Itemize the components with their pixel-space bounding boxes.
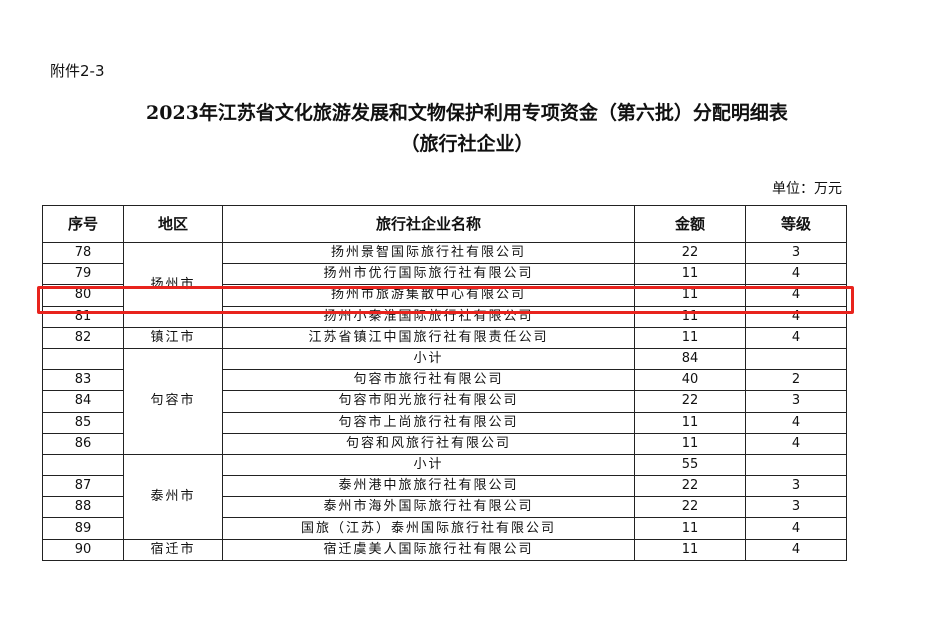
cell-grade: 3 (745, 390, 847, 413)
cell-grade: 4 (745, 432, 847, 455)
allocation-table: 序号 地区 旅行社企业名称 金额 等级 78 扬州市 扬州景智国际旅行社有限公司 22… (42, 205, 847, 561)
cell-amount: 11 (634, 411, 746, 434)
cell-grade (745, 453, 847, 477)
header-grade: 等级 (745, 205, 847, 243)
table-row: 83 句容市旅行社有限公司 40 2 (42, 369, 847, 392)
cell-company-name: 句容市上尚旅行社有限公司 (222, 411, 635, 434)
cell-company-name: 泰州市海外国际旅行社有限公司 (222, 496, 635, 519)
row-highlight-box (37, 286, 854, 314)
cell-amount: 55 (634, 453, 746, 477)
cell-grade: 4 (745, 326, 847, 349)
cell-no (42, 347, 124, 371)
cell-grade: 3 (745, 475, 847, 498)
cell-amount: 22 (634, 475, 746, 498)
cell-region: 宿迁市 (123, 538, 223, 561)
header-amount: 金额 (634, 205, 746, 243)
subtotal-row: 句容市 小计 84 (42, 347, 847, 455)
cell-amount: 40 (634, 369, 746, 392)
cell-company-name: 小计 (222, 347, 635, 371)
table-row: 78 扬州市 扬州景智国际旅行社有限公司 22 3 (42, 241, 847, 328)
header-name: 旅行社企业名称 (222, 205, 635, 243)
cell-company-name: 扬州景智国际旅行社有限公司 (222, 241, 635, 265)
document-subtitle: （旅行社企业） (400, 133, 534, 155)
attachment-label: 附件2-3 (50, 62, 105, 80)
cell-company-name: 句容市旅行社有限公司 (222, 369, 635, 392)
cell-grade: 3 (745, 241, 847, 265)
cell-region: 句容市 (123, 347, 223, 455)
cell-no: 84 (42, 390, 124, 413)
subtotal-row: 泰州市 小计 55 (42, 453, 847, 540)
cell-company-name: 江苏省镇江中国旅行社有限责任公司 (222, 326, 635, 349)
cell-amount: 22 (634, 241, 746, 265)
cell-amount: 11 (634, 263, 746, 286)
cell-grade: 4 (745, 263, 847, 286)
cell-no: 89 (42, 517, 124, 540)
cell-no: 85 (42, 411, 124, 434)
header-region: 地区 (123, 205, 223, 243)
table-row: 90 宿迁市 宿迁虞美人国际旅行社有限公司 11 4 (42, 538, 847, 561)
cell-company-name: 扬州市优行国际旅行社有限公司 (222, 263, 635, 286)
cell-company-name: 句容和风旅行社有限公司 (222, 432, 635, 455)
cell-no: 78 (42, 241, 124, 265)
table-row: 88 泰州市海外国际旅行社有限公司 22 3 (42, 496, 847, 519)
cell-region: 泰州市 (123, 453, 223, 540)
cell-company-name: 泰州港中旅旅行社有限公司 (222, 475, 635, 498)
cell-no: 90 (42, 538, 124, 561)
cell-grade: 4 (745, 538, 847, 561)
cell-no: 83 (42, 369, 124, 392)
cell-no: 79 (42, 263, 124, 286)
document-title: 2023年江苏省文化旅游发展和文物保护利用专项资金（第六批）分配明细表 (146, 102, 788, 124)
cell-company-name: 国旅（江苏）泰州国际旅行社有限公司 (222, 517, 635, 540)
cell-grade: 3 (745, 496, 847, 519)
cell-no: 88 (42, 496, 124, 519)
header-no: 序号 (42, 205, 124, 243)
cell-amount: 84 (634, 347, 746, 371)
cell-amount: 11 (634, 538, 746, 561)
cell-grade: 2 (745, 369, 847, 392)
cell-grade: 4 (745, 411, 847, 434)
cell-no: 86 (42, 432, 124, 455)
cell-amount: 22 (634, 390, 746, 413)
unit-label: 单位：万元 (772, 181, 842, 197)
cell-no (42, 453, 124, 477)
cell-company-name: 小计 (222, 453, 635, 477)
table-row: 85 句容市上尚旅行社有限公司 11 4 (42, 411, 847, 434)
cell-grade (745, 347, 847, 371)
cell-amount: 11 (634, 432, 746, 455)
cell-grade: 4 (745, 517, 847, 540)
cell-amount: 22 (634, 496, 746, 519)
cell-no: 82 (42, 326, 124, 349)
cell-region: 扬州市 (123, 242, 223, 328)
cell-amount: 11 (634, 517, 746, 540)
cell-no: 87 (42, 475, 124, 498)
cell-company-name: 句容市阳光旅行社有限公司 (222, 390, 635, 413)
cell-company-name: 宿迁虞美人国际旅行社有限公司 (222, 538, 635, 561)
table-header-row: 序号 地区 旅行社企业名称 金额 等级 (42, 205, 847, 243)
table-row: 82 镇江市 江苏省镇江中国旅行社有限责任公司 11 4 (42, 326, 847, 349)
cell-region: 镇江市 (123, 326, 223, 349)
cell-amount: 11 (634, 326, 746, 349)
